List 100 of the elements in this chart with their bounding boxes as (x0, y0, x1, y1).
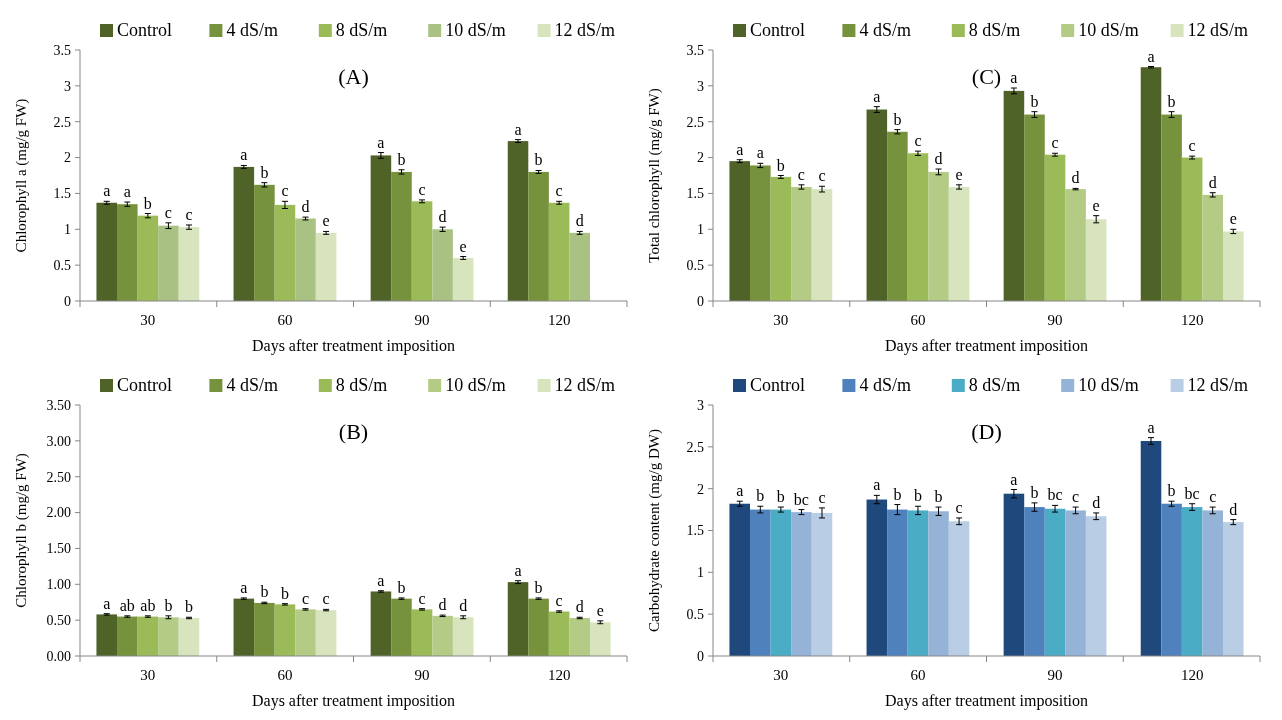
annotation: d (575, 212, 584, 230)
bar (770, 509, 792, 656)
annotation: a (514, 561, 522, 579)
bar (295, 609, 316, 656)
annotation: b (1167, 92, 1176, 110)
annotation: a (103, 182, 111, 200)
bar (117, 616, 138, 656)
text: (B) (338, 419, 369, 444)
bar (507, 582, 529, 656)
annotation: e (955, 165, 963, 183)
bar (178, 617, 200, 656)
legend-label: 4 dS/m (226, 20, 278, 40)
x-tick-label: 30 (773, 667, 789, 683)
bar (729, 503, 751, 656)
bar (548, 202, 570, 301)
bar (178, 227, 200, 301)
bar (1222, 522, 1244, 656)
y-tick-label: 2.5 (53, 114, 71, 130)
legend-label: Control (750, 375, 806, 395)
annotation: c (418, 589, 426, 607)
legend-label: 4 dS/m (859, 375, 911, 395)
bar (452, 617, 474, 656)
y-tick-label: 1.50 (46, 541, 71, 557)
x-tick-label: 60 (277, 667, 293, 683)
bar (1085, 219, 1107, 301)
annotation: c (1072, 488, 1080, 506)
y-tick-label: 3.5 (53, 42, 71, 58)
annotation: e (1229, 210, 1237, 228)
bar (391, 598, 412, 656)
bar (1140, 440, 1162, 656)
bar (928, 511, 949, 656)
bar (1044, 508, 1066, 656)
bar (1024, 114, 1045, 301)
x-tick-label: 120 (1180, 312, 1204, 328)
bar (96, 202, 118, 301)
legend-label: 12 dS/m (554, 20, 616, 40)
x-tick-label: 60 (910, 312, 926, 328)
x-axis-title: Days after treatment imposition (251, 337, 456, 355)
legend-label: Control (117, 20, 173, 40)
x-tick-label: 120 (547, 667, 571, 683)
x-tick-label: 30 (140, 667, 156, 683)
x-tick-label: 30 (773, 312, 789, 328)
annotation: a (514, 120, 522, 138)
legend-label: 4 dS/m (859, 20, 911, 40)
bar (770, 176, 792, 301)
legend-label: 8 dS/m (968, 375, 1021, 395)
annotation: b (143, 194, 152, 212)
y-tick-label: 2 (64, 150, 71, 166)
x-tick-label: 90 (1047, 312, 1063, 328)
bar (254, 184, 275, 301)
y-axis-title: Chlorophyll a (mg/g FW) (13, 98, 30, 253)
y-tick-label: 2.5 (686, 114, 704, 130)
bar (548, 611, 570, 656)
annotation: a (377, 571, 385, 589)
bar (295, 218, 316, 301)
bar (254, 602, 275, 656)
y-tick-label: 3 (697, 78, 704, 94)
annotation: b (934, 488, 943, 506)
annotation: c (955, 498, 963, 516)
bar (411, 201, 433, 301)
annotation: a (873, 87, 881, 105)
annotation: b (534, 578, 543, 596)
annotation: a (123, 183, 131, 201)
annotation: e (596, 601, 604, 619)
annotation: b (164, 596, 173, 614)
y-tick-label: 0 (64, 293, 71, 309)
bar (1202, 194, 1223, 301)
y-tick-label: 0.5 (686, 607, 704, 623)
bar (233, 598, 255, 656)
bar (791, 512, 812, 656)
bar (1222, 231, 1244, 301)
y-tick-label: 1 (697, 222, 704, 238)
annotation: d (301, 198, 310, 216)
x-axis-title: Days after treatment imposition (884, 692, 1089, 710)
bar (158, 225, 179, 301)
annotation: c (322, 590, 330, 608)
annotation: c (818, 488, 826, 506)
legend-label: 4 dS/m (226, 375, 278, 395)
annotation: c (555, 182, 563, 200)
y-tick-label: 1 (697, 565, 704, 581)
bar (589, 622, 611, 656)
annotation: a (103, 594, 111, 612)
y-tick-label: 3.00 (46, 433, 71, 449)
legend-label: 10 dS/m (445, 20, 506, 40)
legend-label: 12 dS/m (1187, 375, 1249, 395)
annotation: e (1092, 196, 1100, 214)
annotation: bc (1047, 486, 1063, 504)
bar (569, 617, 590, 656)
legend-label: 8 dS/m (335, 375, 388, 395)
bar (1003, 90, 1025, 301)
y-tick-label: 0.50 (46, 613, 71, 629)
bar (411, 609, 433, 656)
bar (1181, 157, 1203, 301)
annotation: b (776, 156, 785, 174)
x-tick-label: 60 (910, 667, 926, 683)
bar (811, 512, 833, 656)
annotation: a (1010, 470, 1018, 488)
annotation: c (281, 182, 289, 200)
legend-label: 10 dS/m (1078, 20, 1139, 40)
bar (1202, 510, 1223, 656)
